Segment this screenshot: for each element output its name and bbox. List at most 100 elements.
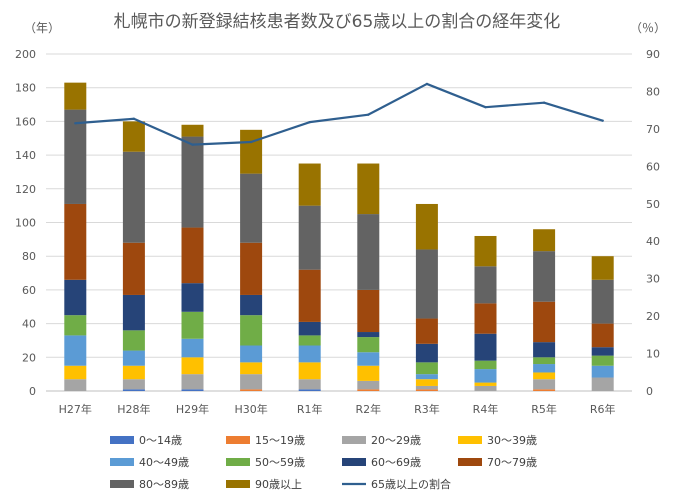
legend-swatch xyxy=(226,436,250,444)
bar-segment xyxy=(533,342,556,358)
bar-segment xyxy=(298,321,321,336)
bar-segment xyxy=(122,294,145,331)
legend-swatch xyxy=(458,436,482,444)
x-tick-label: R3年 xyxy=(414,402,440,416)
bar-segment xyxy=(298,362,321,380)
legend-label: 60〜69歳 xyxy=(371,456,421,469)
x-tick-label: R2年 xyxy=(355,402,381,416)
bar-segment xyxy=(357,214,380,290)
y-tick-label: 180 xyxy=(15,82,36,95)
bar-segment xyxy=(240,129,263,174)
legend-label: 70〜79歳 xyxy=(487,456,537,469)
y-tick-label: 60 xyxy=(22,284,36,297)
legend-swatch xyxy=(110,458,134,466)
bar-segment xyxy=(181,389,204,391)
bar-segment xyxy=(122,242,145,295)
bar-segment xyxy=(474,303,497,334)
y2-tick-label: 30 xyxy=(646,273,660,286)
bar-segment xyxy=(64,109,87,204)
legend-label: 20〜29歳 xyxy=(371,434,421,447)
x-tick-label: H30年 xyxy=(234,402,267,416)
bar-segment xyxy=(64,82,87,110)
bar-segment xyxy=(298,269,321,322)
bar-segment xyxy=(415,362,438,375)
bar-segment xyxy=(474,385,497,391)
chart-title: 札幌市の新登録結核患者数及び65歳以上の割合の経年変化 xyxy=(114,12,561,32)
ratio-line-point xyxy=(367,113,370,116)
y2-tick-label: 0 xyxy=(646,385,653,398)
ratio-line-point xyxy=(74,122,77,125)
bar-segment xyxy=(64,379,87,391)
bar-segment xyxy=(591,347,614,356)
y2-tick-label: 20 xyxy=(646,310,660,323)
bar-segment xyxy=(122,365,145,380)
bar-segment xyxy=(415,343,438,363)
y2-tick-label: 70 xyxy=(646,123,660,136)
legend-label: 65歳以上の割合 xyxy=(371,477,451,491)
bar-segment xyxy=(64,365,87,380)
y-tick-label: 140 xyxy=(15,149,36,162)
bar-segment xyxy=(415,249,438,319)
bar-segment xyxy=(533,229,556,252)
bar-segment xyxy=(298,389,321,391)
bar-segment xyxy=(474,382,497,386)
legend-label: 90歳以上 xyxy=(255,478,302,491)
bar-segment xyxy=(415,379,438,386)
bar-segment xyxy=(357,337,380,353)
bar-segment xyxy=(240,315,263,346)
bar-segment xyxy=(415,389,438,391)
bar-segment xyxy=(415,203,438,250)
bar-segment xyxy=(474,266,497,304)
ratio-line-layer xyxy=(74,82,604,146)
bar-segment xyxy=(357,365,380,381)
bar-segment xyxy=(240,389,263,391)
y2-tick-label: 80 xyxy=(646,85,660,98)
bar-segment xyxy=(298,335,321,346)
bar-segment xyxy=(474,360,497,370)
legend-label: 0〜14歳 xyxy=(139,434,182,447)
axes: 0 20 40 60 80 100 120 140 160 180 200 0 10 20 30 40 50 60… xyxy=(15,48,660,416)
y-tick-label: 100 xyxy=(15,217,36,230)
bar-segment xyxy=(181,374,204,390)
bar-segment xyxy=(181,136,204,228)
y-tick-label: 40 xyxy=(22,318,36,331)
x-tick-label: R4年 xyxy=(473,402,499,416)
ratio-line-point xyxy=(484,105,487,109)
y-tick-label: 160 xyxy=(15,115,36,128)
legend-swatch xyxy=(226,480,250,488)
y-tick-label: 200 xyxy=(15,48,36,61)
x-tick-label: H27年 xyxy=(59,402,92,416)
x-tick-label: R6年 xyxy=(590,402,616,416)
legend-label: 50〜59歳 xyxy=(255,456,305,469)
legend-swatch xyxy=(342,458,366,466)
bar-segment xyxy=(298,205,321,270)
bar-segment xyxy=(240,362,263,375)
legend-swatch xyxy=(458,458,482,466)
x-tick-label: R1年 xyxy=(297,402,323,416)
bar-segment xyxy=(64,279,87,316)
bar-segment xyxy=(357,352,380,366)
bar-segment xyxy=(298,379,321,390)
bar-segment xyxy=(591,377,614,391)
y-tick-label: 80 xyxy=(22,250,36,263)
bar-segment xyxy=(240,374,263,390)
bar-segment xyxy=(181,311,204,339)
legend-swatch xyxy=(110,480,134,488)
y2-tick-label: 40 xyxy=(646,235,660,248)
stacked-bars xyxy=(64,82,614,391)
bar-segment xyxy=(357,163,380,215)
legend-label: 80〜89歳 xyxy=(139,478,189,491)
legend-label: 30〜39歳 xyxy=(487,434,537,447)
legend-label: 40〜49歳 xyxy=(139,456,189,469)
bar-segment xyxy=(474,235,497,267)
bar-segment xyxy=(181,357,204,375)
bar-segment xyxy=(415,318,438,344)
bar-segment xyxy=(357,289,380,333)
bar-segment xyxy=(533,379,556,390)
bar-segment xyxy=(122,151,145,243)
bar-segment xyxy=(591,323,614,348)
y2-tick-label: 50 xyxy=(646,198,660,211)
x-tick-label: H29年 xyxy=(176,402,209,416)
bar-segment xyxy=(64,315,87,336)
